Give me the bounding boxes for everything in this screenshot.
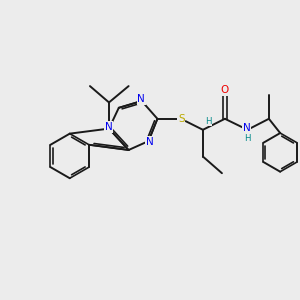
Text: H: H — [205, 117, 211, 126]
Text: N: N — [105, 122, 113, 132]
Text: S: S — [178, 114, 184, 124]
Text: N: N — [146, 137, 154, 147]
Text: N: N — [137, 94, 145, 104]
Text: O: O — [221, 85, 229, 95]
Text: H: H — [244, 134, 250, 143]
Text: N: N — [243, 123, 251, 133]
